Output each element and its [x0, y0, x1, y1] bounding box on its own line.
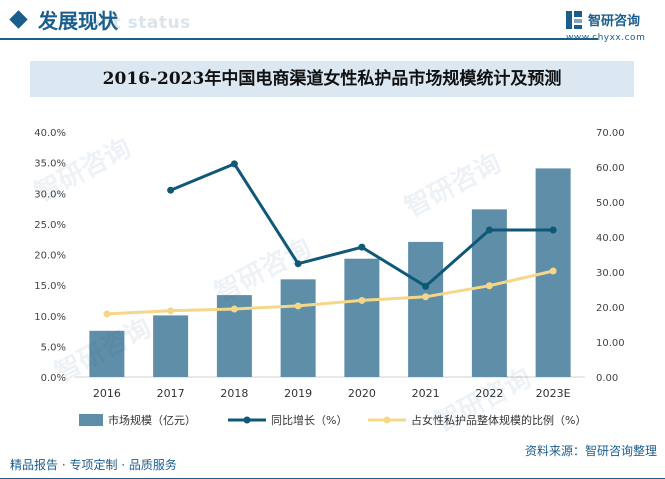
- bar-market-size: [89, 330, 125, 377]
- right-axis-tick-label: 70.00: [596, 128, 625, 139]
- logo-url: www.chyxx.com: [566, 33, 646, 43]
- legend-share-marker: [383, 416, 391, 424]
- logo-name: 智研咨询: [588, 14, 641, 29]
- right-axis-tick-label: 0.00: [596, 373, 618, 384]
- x-axis-tick-label: 2022: [475, 387, 503, 400]
- logo-icon: [566, 11, 582, 29]
- left-axis-tick-label: 20.0%: [34, 251, 66, 262]
- left-axis-tick-label: 25.0%: [34, 220, 66, 231]
- growth-series-point: [167, 186, 175, 194]
- legend-bar-swatch: [79, 414, 103, 426]
- bar-market-size: [408, 241, 444, 377]
- left-axis-tick-label: 5.0%: [41, 342, 66, 353]
- right-axis-tick-label: 10.00: [596, 338, 625, 349]
- legend-label: 市场规模（亿元）: [108, 413, 196, 427]
- growth-series-point: [294, 260, 302, 268]
- growth-series-point: [230, 160, 238, 168]
- combo-chart: 0.0% 5.0% 10.0% 15.0% 20.0% 25.0% 30.0% 35.0% 40…: [34, 128, 625, 427]
- share-series-point: [167, 307, 175, 315]
- growth-series-point: [422, 282, 430, 290]
- section-title: 发展现状: [38, 9, 118, 33]
- source-note: 资料来源：智研咨询整理: [524, 444, 657, 458]
- right-axis-tick-label: 40.00: [596, 233, 625, 244]
- share-series-point: [294, 302, 302, 310]
- left-axis-tick-label: 30.0%: [34, 189, 66, 200]
- share-series-point: [103, 310, 111, 318]
- growth-series-point: [485, 226, 493, 234]
- left-axis-tick-label: 35.0%: [34, 159, 66, 170]
- left-axis-tick-label: 40.0%: [34, 128, 66, 139]
- bar-market-size: [344, 258, 380, 377]
- bar-market-size: [153, 315, 189, 377]
- share-series-point: [485, 282, 493, 290]
- bar-market-size: [280, 279, 316, 377]
- share-series-point: [358, 296, 366, 304]
- right-axis-tick-label: 60.00: [596, 163, 625, 174]
- x-axis-tick-label: 2018: [220, 387, 248, 400]
- share-series-point: [549, 267, 557, 275]
- legend-label: 同比增长（%）: [271, 413, 347, 427]
- right-axis-tick-label: 30.00: [596, 268, 625, 279]
- footer-tagline: 精品报告 · 专项定制 · 品质服务: [10, 458, 177, 472]
- bar-market-size: [471, 209, 507, 377]
- section-title-en: ent status: [88, 13, 191, 33]
- right-axis-tick-label: 50.00: [596, 198, 625, 209]
- section-header: ent status 发展现状 智研咨询 www.chyxx.com: [0, 0, 665, 46]
- x-axis-tick-label: 2020: [348, 387, 376, 400]
- right-axis-tick-label: 20.00: [596, 303, 625, 314]
- share-series-point: [230, 305, 238, 313]
- header-divider: [0, 38, 598, 40]
- x-axis-tick-label: 2023E: [536, 387, 571, 400]
- legend-growth-marker: [243, 416, 251, 424]
- x-axis-tick-label: 2017: [157, 387, 185, 400]
- left-axis-tick-label: 15.0%: [34, 281, 66, 292]
- growth-series-point: [549, 226, 557, 234]
- left-axis-tick-label: 10.0%: [34, 312, 66, 323]
- share-series-line: [106, 269, 554, 316]
- diamond-icon: [9, 10, 28, 29]
- footer: 精品报告 · 专项定制 · 品质服务 资料来源：智研咨询整理: [0, 444, 665, 479]
- x-axis-tick-label: 2016: [93, 387, 121, 400]
- brand-logo: 智研咨询 www.chyxx.com: [566, 9, 662, 47]
- x-axis-tick-label: 2019: [284, 387, 312, 400]
- left-axis-tick-label: 0.0%: [41, 373, 66, 384]
- legend-label: 占女性私护品整体规模的比例（%）: [411, 413, 586, 427]
- chart-title: 2016-2023年中国电商渠道女性私护品市场规模统计及预测: [30, 61, 634, 97]
- share-series-point: [422, 293, 430, 301]
- growth-series-point: [358, 243, 366, 251]
- x-axis-tick-label: 2021: [412, 387, 440, 400]
